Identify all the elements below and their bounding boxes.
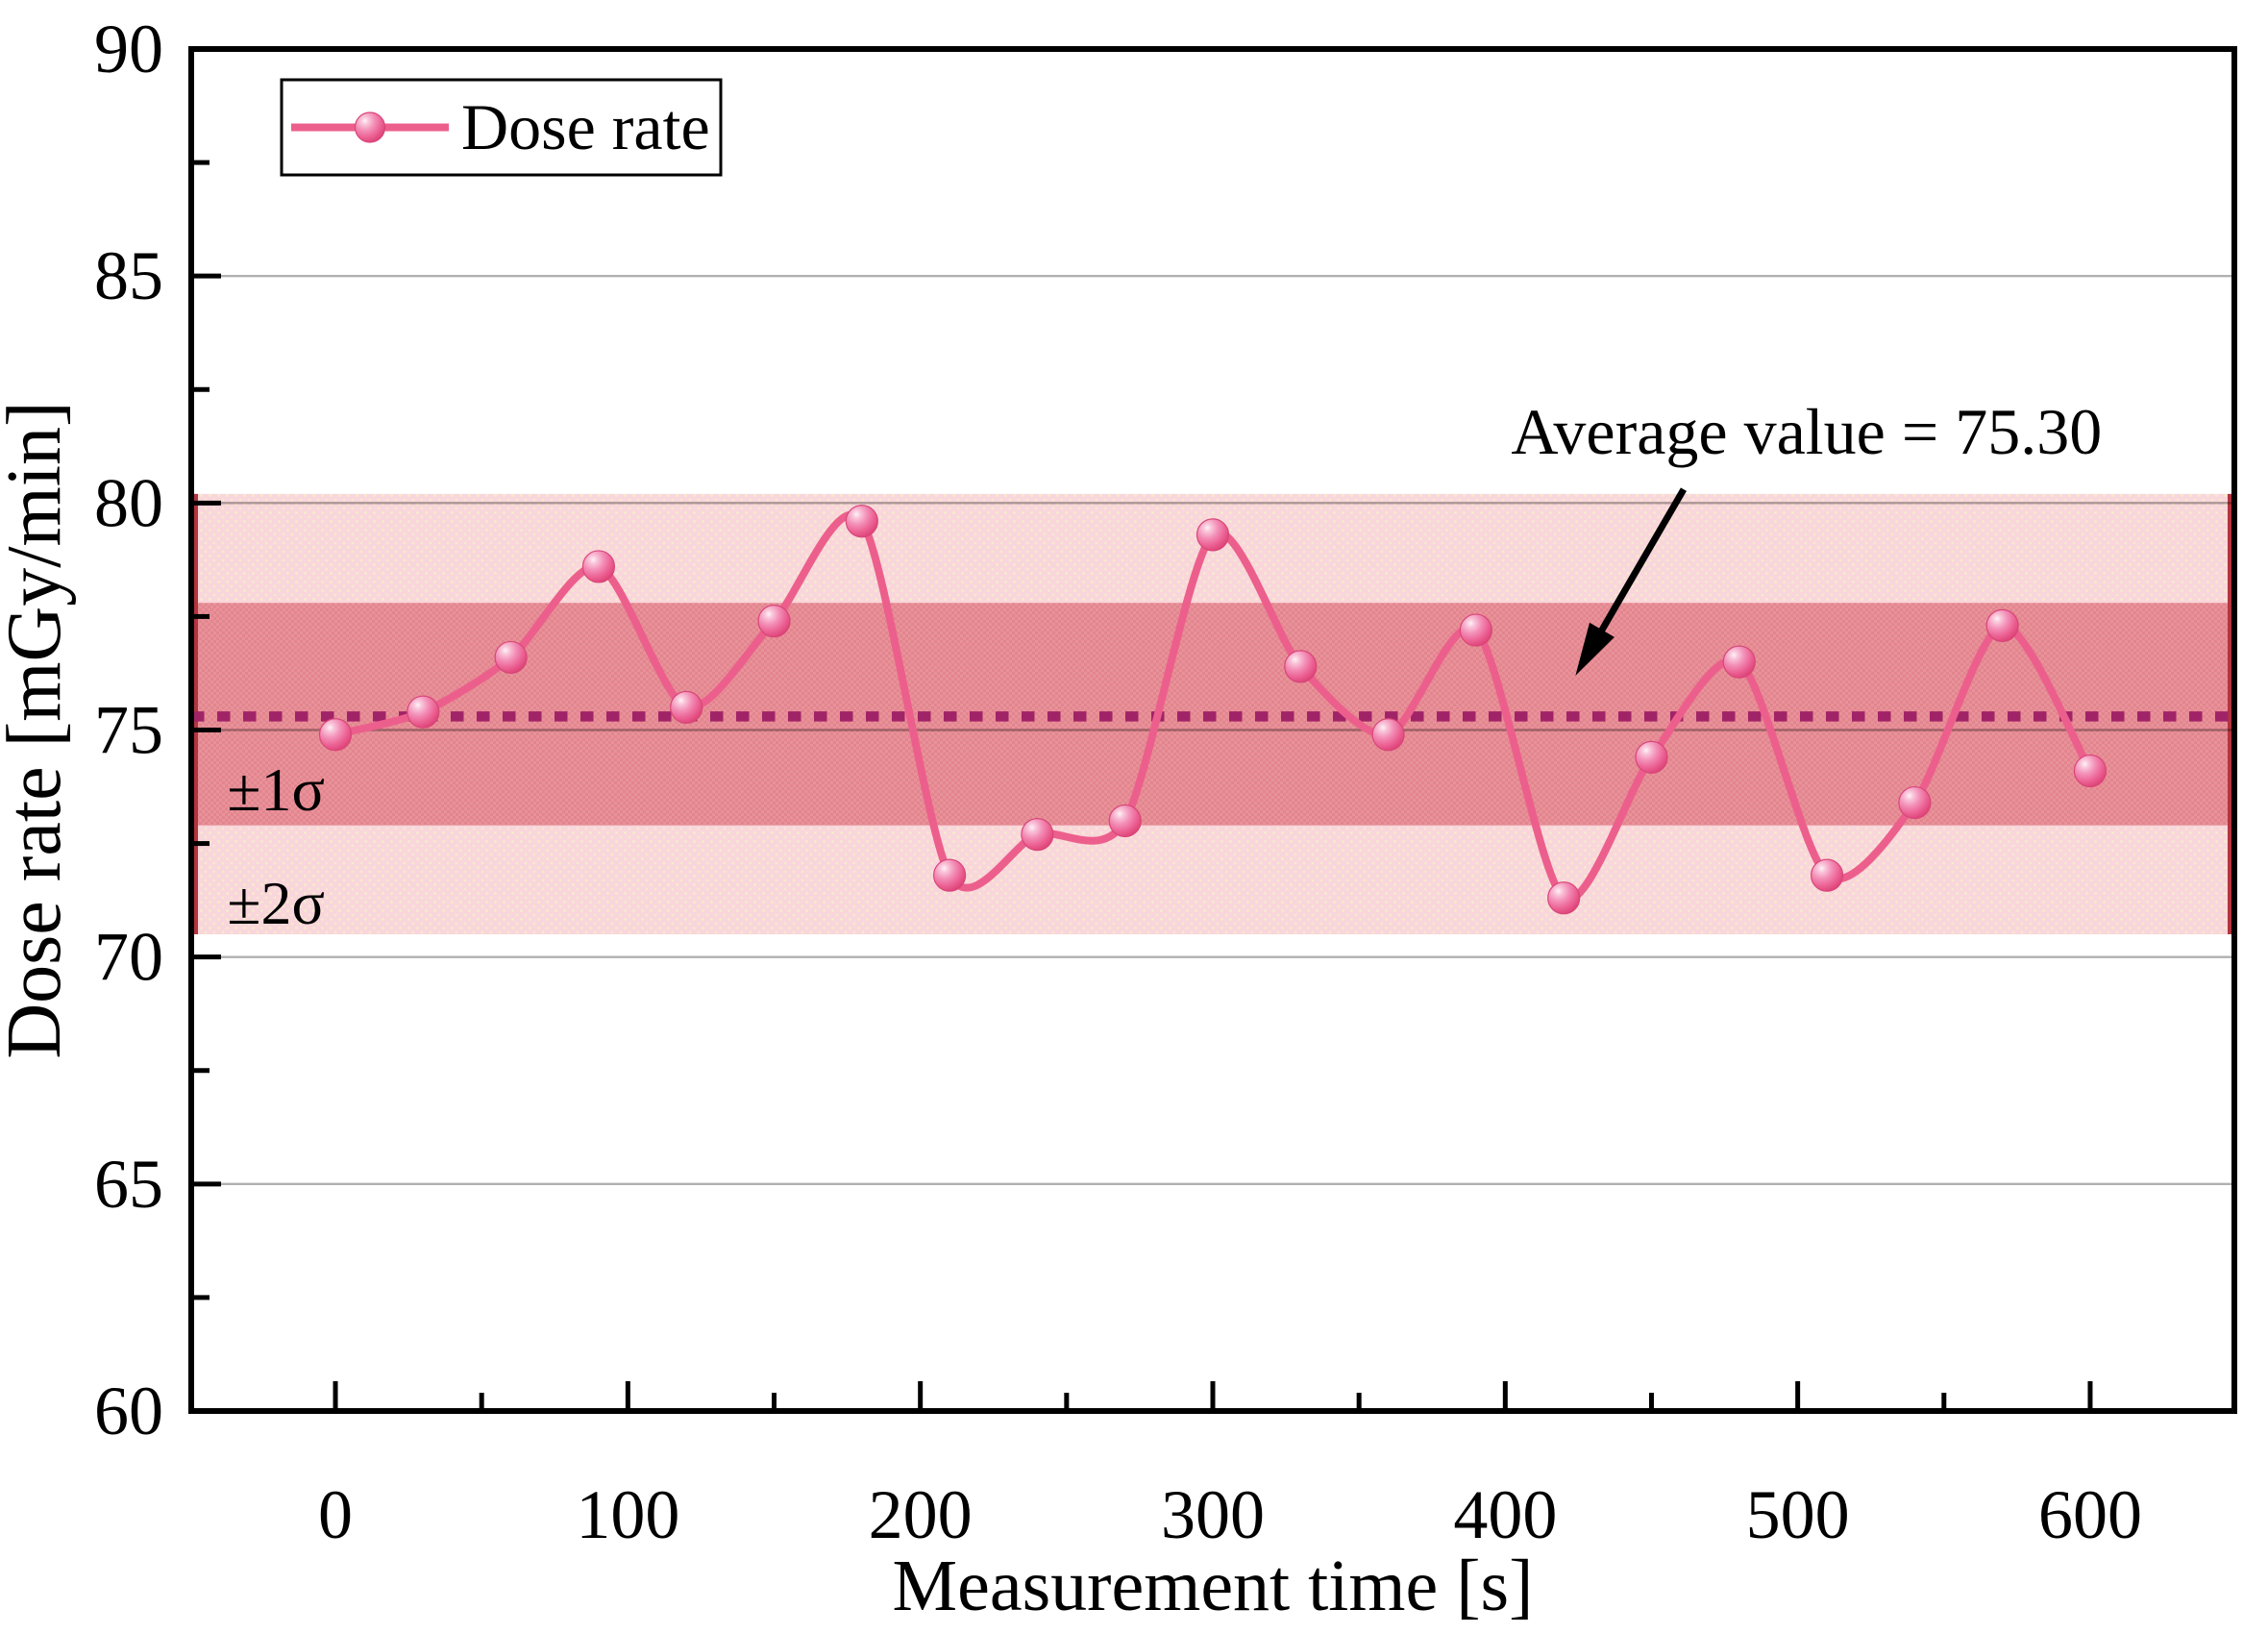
annotation-arrow-shaft <box>1595 487 1687 637</box>
y-tick-label: 80 <box>94 464 163 541</box>
legend: Dose rate <box>280 78 723 177</box>
data-point-marker <box>845 505 878 538</box>
data-point-marker <box>1196 518 1230 552</box>
x-axis-title: Measurement time [s] <box>893 1546 1534 1626</box>
data-point-marker <box>1459 613 1492 647</box>
sigma1-label: ±1σ <box>227 755 325 824</box>
data-point-marker <box>407 695 440 729</box>
legend-label: Dose rate <box>461 90 710 163</box>
data-point-marker <box>1371 718 1405 752</box>
data-point-marker <box>581 550 616 583</box>
data-point-marker <box>757 605 791 638</box>
y-tick-label: 90 <box>94 11 163 87</box>
x-tick-label: 200 <box>869 1476 973 1553</box>
data-point-marker <box>2073 754 2108 788</box>
plot-frame <box>188 46 2237 1414</box>
data-point-marker <box>1108 804 1142 838</box>
data-point-marker <box>318 718 353 752</box>
x-tick-label: 300 <box>1161 1476 1265 1553</box>
x-tick-label: 600 <box>2038 1476 2142 1553</box>
annotation-arrowhead <box>1575 622 1615 676</box>
data-point-marker <box>1021 818 1054 852</box>
legend-marker-icon <box>354 111 386 143</box>
y-axis-title: Dose rate [mGy/min] <box>0 401 77 1058</box>
y-tick-label: 85 <box>94 237 163 314</box>
data-point-marker <box>1722 645 1756 679</box>
x-tick-label: 500 <box>1746 1476 1850 1553</box>
data-point-marker <box>1547 881 1581 915</box>
x-tick-label: 0 <box>318 1476 353 1553</box>
data-point-marker <box>1284 650 1318 683</box>
data-point-marker <box>1635 740 1668 774</box>
data-point-marker <box>933 858 967 892</box>
sigma2-label: ±2σ <box>227 869 325 937</box>
data-point-marker <box>494 640 528 675</box>
y-tick-label: 65 <box>94 1146 163 1223</box>
x-tick-label: 100 <box>576 1476 679 1553</box>
x-tick-label: 400 <box>1453 1476 1557 1553</box>
y-tick-label: 75 <box>94 692 163 769</box>
data-point-marker <box>1810 858 1844 892</box>
y-tick-label: 60 <box>94 1373 163 1449</box>
average-annotation: Average value = 75.30 <box>1511 395 2102 468</box>
data-point-marker <box>670 690 703 724</box>
data-point-marker <box>1898 785 1932 820</box>
y-tick-label: 70 <box>94 919 163 996</box>
data-point-marker <box>1985 608 2019 642</box>
